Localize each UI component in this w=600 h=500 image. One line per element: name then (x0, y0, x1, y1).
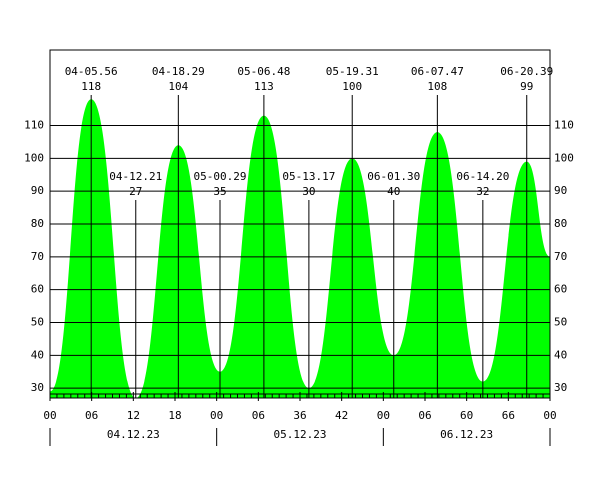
y-tick-label-right: 110 (554, 119, 574, 132)
extreme-time: 05-00.29 (194, 170, 247, 183)
x-tick-label: 00 (43, 409, 56, 422)
extreme-value: 100 (342, 80, 362, 93)
x-tick-label: 66 (502, 409, 515, 422)
x-tick-label: 06 (85, 409, 98, 422)
extreme-time: 05-19.31 (326, 65, 379, 78)
y-tick-label: 100 (24, 151, 44, 164)
extreme-value: 32 (476, 185, 489, 198)
extreme-time: 06-20.39 (500, 65, 553, 78)
extreme-time: 05-06.48 (237, 65, 290, 78)
extreme-value: 40 (387, 185, 400, 198)
x-tick-label: 42 (335, 409, 348, 422)
extreme-time: 06-01.30 (367, 170, 420, 183)
x-tick-label: 00 (377, 409, 390, 422)
extreme-value: 99 (520, 80, 533, 93)
day-label: 04.12.23 (107, 428, 160, 441)
x-tick-label: 60 (460, 409, 473, 422)
extreme-time: 06-14.20 (456, 170, 509, 183)
extreme-value: 108 (427, 80, 447, 93)
extreme-time: 04-05.56 (65, 65, 118, 78)
x-tick-label: 00 (210, 409, 223, 422)
day-label: 05.12.23 (274, 428, 327, 441)
y-tick-label: 70 (31, 250, 44, 263)
y-tick-label: 80 (31, 217, 44, 230)
x-tick-label: 06 (252, 409, 265, 422)
y-tick-label: 90 (31, 184, 44, 197)
y-tick-label-right: 70 (554, 250, 567, 263)
y-tick-label-right: 60 (554, 283, 567, 296)
extreme-time: 06-07.47 (411, 65, 464, 78)
extreme-value: 30 (302, 185, 315, 198)
y-tick-label-right: 30 (554, 381, 567, 394)
extreme-value: 113 (254, 80, 274, 93)
y-tick-label: 110 (24, 119, 44, 132)
y-tick-label-right: 40 (554, 348, 567, 361)
x-tick-label: 00 (543, 409, 556, 422)
extreme-value: 27 (129, 185, 142, 198)
tide-area (50, 99, 550, 398)
x-tick-label: 18 (168, 409, 181, 422)
y-tick-label: 60 (31, 283, 44, 296)
extreme-value: 35 (213, 185, 226, 198)
x-tick-label: 36 (293, 409, 306, 422)
extreme-value: 104 (168, 80, 188, 93)
y-tick-label-right: 100 (554, 151, 574, 164)
y-tick-label-right: 90 (554, 184, 567, 197)
extreme-time: 04-12.21 (109, 170, 162, 183)
extreme-time: 04-18.29 (152, 65, 205, 78)
y-tick-label: 30 (31, 381, 44, 394)
day-label: 06.12.23 (440, 428, 493, 441)
y-tick-label-right: 80 (554, 217, 567, 230)
x-tick-label: 06 (418, 409, 431, 422)
x-tick-label: 12 (127, 409, 140, 422)
extreme-time: 05-13.17 (282, 170, 335, 183)
y-tick-label-right: 50 (554, 315, 567, 328)
extreme-value: 118 (81, 80, 101, 93)
y-tick-label: 40 (31, 348, 44, 361)
y-tick-label: 50 (31, 315, 44, 328)
